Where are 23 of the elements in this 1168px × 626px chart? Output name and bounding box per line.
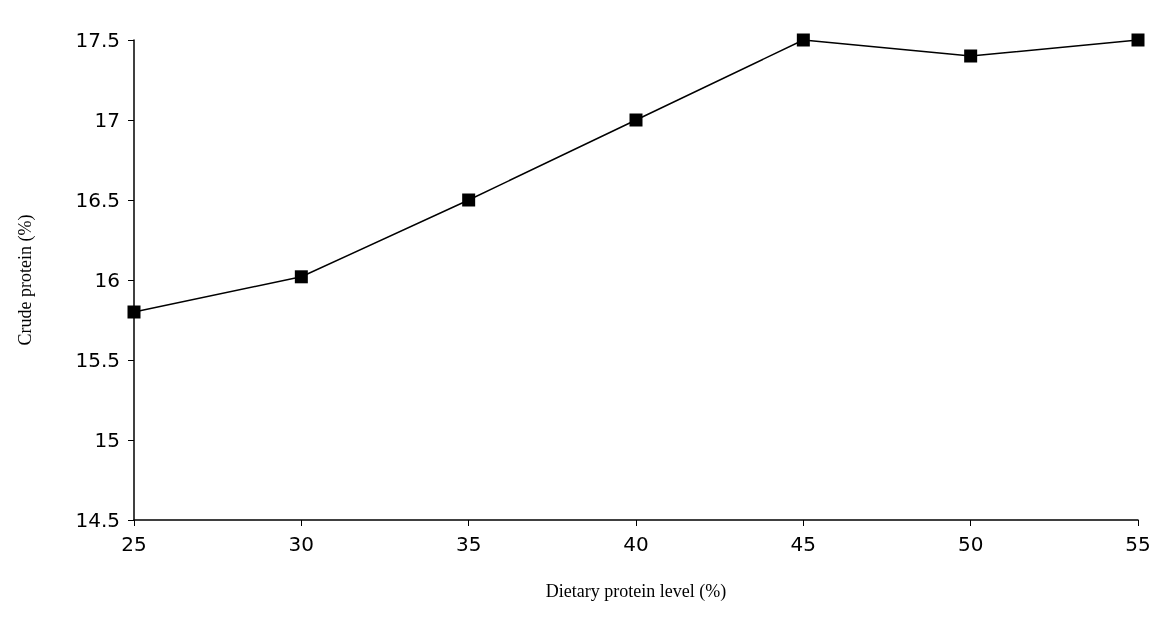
point	[964, 49, 978, 63]
y-tick-label: 14.5	[75, 508, 120, 532]
y-tick-label: 15.5	[75, 348, 120, 372]
x-tick-label: 50	[957, 532, 984, 556]
point	[796, 33, 810, 47]
y-tick-label: 17.5	[75, 28, 120, 52]
x-tick-label: 40	[623, 532, 649, 556]
point	[462, 193, 476, 207]
y-tick-label: 16	[94, 268, 120, 292]
point	[127, 305, 141, 319]
point	[294, 270, 308, 284]
x-tick-label: 30	[288, 532, 315, 556]
x-axis-title: Dietary protein level (%)	[545, 581, 727, 602]
x-tick-label: 25	[121, 532, 147, 556]
x-tick-label: 35	[455, 532, 482, 556]
point	[629, 113, 643, 127]
y-tick-label: 15	[94, 428, 120, 452]
y-tick-label: 16.5	[75, 188, 120, 212]
y-axis-title: Crude protein (%)	[15, 214, 36, 346]
point	[1131, 33, 1145, 47]
x-tick-label: 55	[1125, 532, 1151, 556]
y-tick-label: 17	[94, 108, 120, 132]
x-tick-label: 45	[790, 532, 817, 556]
